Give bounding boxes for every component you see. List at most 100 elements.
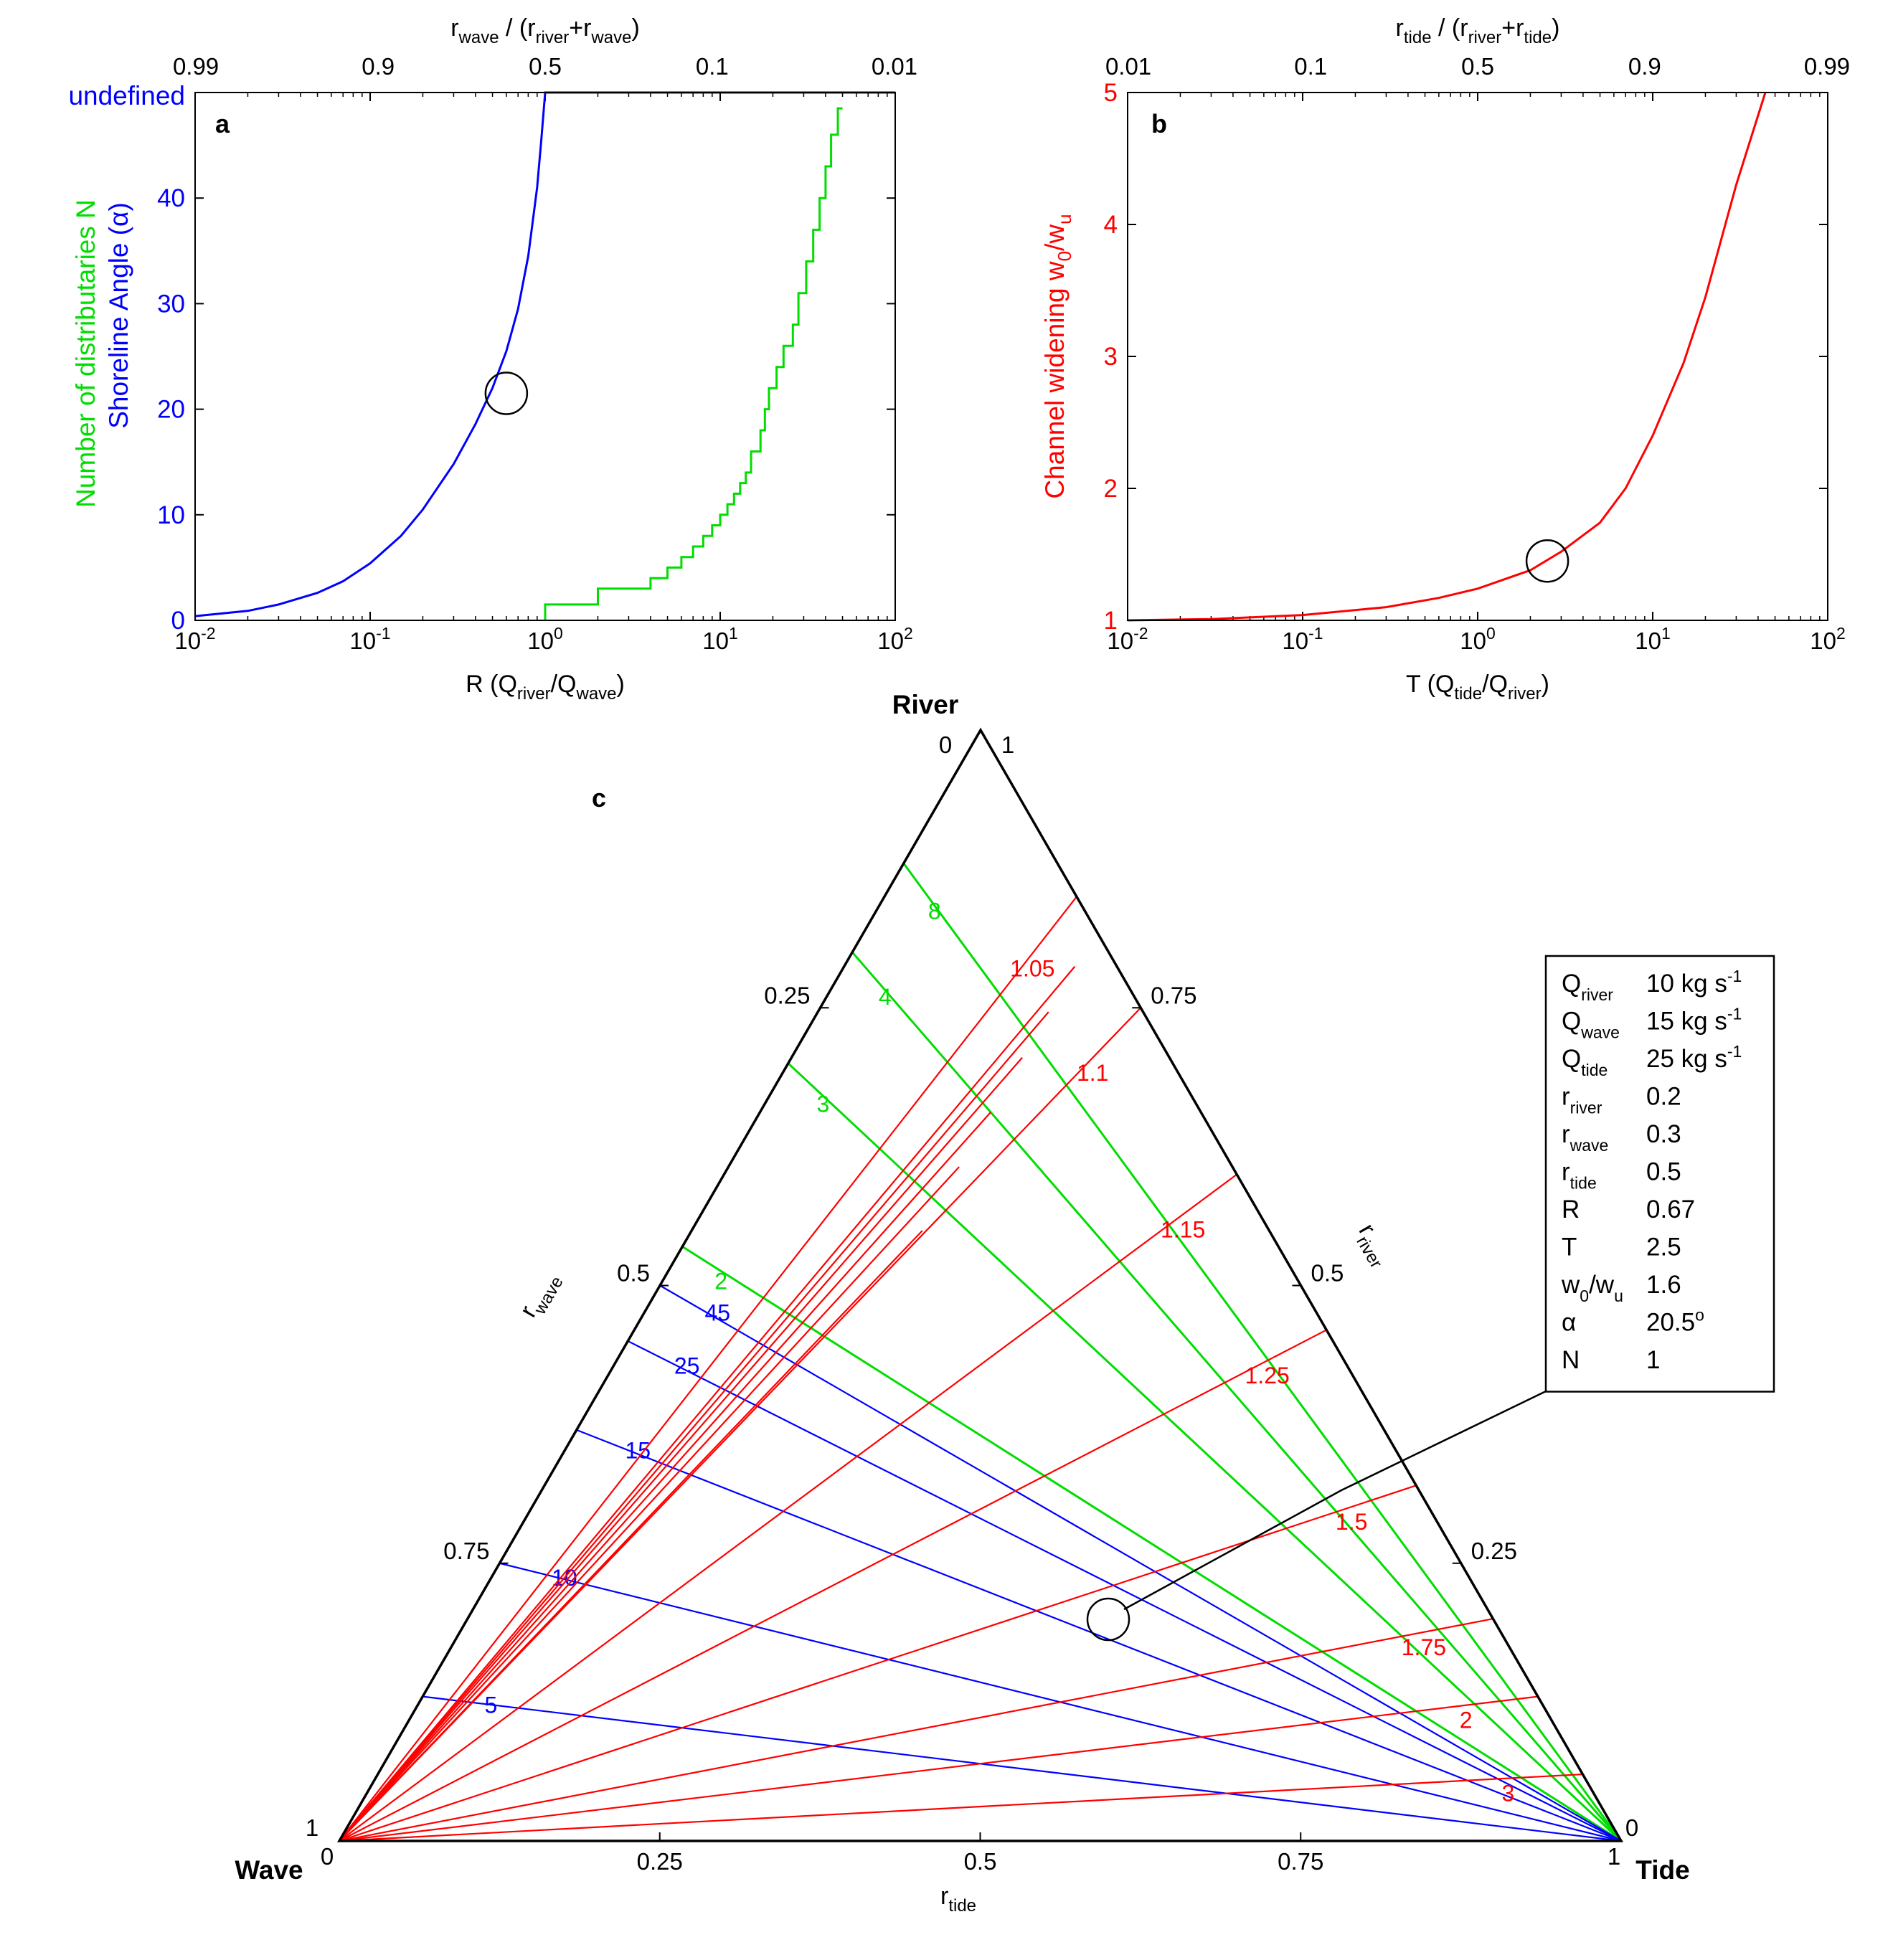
top-axis-tick-label: 0.01 — [1105, 53, 1151, 80]
river-axis-label: rriver — [1349, 1219, 1398, 1272]
info-table-box — [1544, 955, 1775, 1393]
green-contour-label: 3 — [817, 1092, 830, 1117]
x-tick-label: 100 — [527, 624, 563, 654]
red-fan-line — [339, 1166, 960, 1842]
green-contour-line — [851, 951, 1623, 1842]
red-contour-label: 1.75 — [1402, 1634, 1446, 1660]
top-axis-tick-label: 0.5 — [529, 53, 562, 80]
panel-b-series — [1127, 92, 1767, 622]
red-fan-line — [339, 965, 1076, 1842]
red-series-line — [1127, 92, 1767, 622]
top-axis-tick-label: 0.99 — [173, 53, 219, 80]
y-tick-label: 10 — [157, 501, 185, 529]
info-table-symbol: Qriver — [1562, 970, 1613, 1004]
info-table-value: 1.6 — [1646, 1271, 1681, 1299]
corner-river-label: River — [892, 690, 959, 719]
y-tick-label: 2 — [1104, 475, 1118, 503]
info-table-value: 20.5o — [1646, 1306, 1704, 1337]
panel-a-ylabel-green: Number of distributaries N — [71, 199, 100, 508]
panel-b-ylabel: Channel widening w0/wu — [1040, 214, 1075, 498]
blue-contour-line — [422, 1695, 1622, 1842]
top-axis-tick-label: 0.1 — [1294, 53, 1327, 80]
top-axis-tick-label: 0.1 — [696, 53, 729, 80]
panel-b-ticks: 10-2 10-1 100 101 102 0.99 0.9 0.5 0.1 0.01 1 2 3 4 5 — [1104, 53, 1851, 654]
red-contour-line — [339, 1329, 1327, 1842]
y-tick-label: 4 — [1104, 211, 1118, 239]
y-tick-label: 1 — [1104, 607, 1118, 635]
top-axis-tick-label: 0.5 — [1461, 53, 1494, 80]
info-table-value: 0.2 — [1646, 1083, 1681, 1111]
x-tick-label: 10-2 — [1107, 624, 1148, 654]
panel-a-undefined-label: undefined — [68, 81, 185, 110]
x-tick-label: 102 — [1810, 624, 1846, 654]
green-contour-line — [902, 862, 1623, 1842]
bottom-tick-label: 0.5 — [964, 1848, 997, 1875]
panel-b-frame — [1127, 92, 1828, 621]
panel-b: 10-2 10-1 100 101 1020.990.90.50.10.0112345 … — [1040, 14, 1850, 704]
panel-a-top-axis-label: rwave / (rriver+rwave) — [450, 14, 640, 47]
right-tick-label: 0.25 — [1471, 1538, 1517, 1564]
red-contour-label: 3 — [1502, 1781, 1515, 1807]
panel-a-xlabel: R (Qriver/Qwave) — [466, 671, 625, 704]
blue-contour-line — [659, 1284, 1622, 1842]
panel-a-ticks: 10-2 10-1 100 101 102 0.99 0.9 0.5 0.1 0.01 0 10 20 3… — [157, 53, 917, 654]
x-tick-label: 101 — [1635, 624, 1671, 654]
info-table-symbol: T — [1562, 1234, 1577, 1261]
marker-circle — [484, 371, 529, 415]
info-table-value: 1 — [1646, 1346, 1660, 1374]
panel-a: 10-2 10-1 100 101 102 0.99 0.9 0.5 0.1 0.01 0 10 20 3… — [68, 14, 917, 704]
info-table-symbol: rriver — [1562, 1083, 1602, 1117]
red-contour-label: 1.05 — [1010, 955, 1054, 981]
red-contour-line — [339, 1173, 1237, 1842]
y-tick-label: 3 — [1104, 343, 1118, 371]
x-tick-label: 100 — [1460, 624, 1496, 654]
green-contour-label: 8 — [928, 899, 941, 924]
panel-b-label: b — [1151, 109, 1167, 138]
panel-b-top-axis-label: rtide / (rriver+rtide) — [1396, 14, 1560, 47]
green-series-line — [544, 107, 843, 620]
info-table-symbol: α — [1562, 1309, 1576, 1337]
top-axis-tick-label: 0.01 — [872, 53, 917, 80]
panel-a-ylabel-blue: Shoreline Angle (α) — [104, 202, 133, 429]
green-contour-line — [681, 1246, 1622, 1842]
info-table-value: 25 kg s-1 — [1646, 1042, 1742, 1073]
x-tick-label: 10-2 — [174, 624, 215, 654]
top-axis-tick-label: 0.9 — [1628, 53, 1661, 80]
y-tick-label: 40 — [157, 184, 185, 212]
x-tick-label: 10-1 — [1282, 624, 1323, 654]
info-table-symbol: rtide — [1562, 1158, 1597, 1193]
info-table-symbol: rwave — [1562, 1120, 1608, 1155]
info-table-symbol: Qwave — [1562, 1008, 1620, 1042]
x-tick-label: 101 — [702, 624, 738, 654]
ternary-marker-circle — [1086, 1597, 1130, 1642]
info-table-value: 0.5 — [1646, 1158, 1681, 1186]
info-table-symbol: R — [1562, 1196, 1580, 1223]
blue-contour-label: 5 — [485, 1692, 498, 1718]
panel-c-ticks: 0.25 0.25 0.75 0.5 0.5 0.5 0.75 0.75 0.25 — [336, 727, 1624, 1875]
panel-b-xlabel: T (Qtide/Qriver) — [1406, 671, 1549, 704]
red-contour-label: 1.25 — [1245, 1363, 1290, 1388]
red-fan-line — [339, 1011, 1049, 1842]
leader-line — [1123, 1390, 1547, 1611]
bottom-tick-label: 0.25 — [637, 1848, 683, 1875]
right-tick-label: 0.75 — [1151, 982, 1196, 1008]
info-table-value: 10 kg s-1 — [1646, 967, 1742, 998]
blue-contour-line — [576, 1429, 1622, 1842]
panel-a-frame — [194, 92, 896, 621]
info-table-value: 0.67 — [1646, 1196, 1695, 1223]
wave-axis-label: rwave — [514, 1267, 567, 1325]
red-contour-line — [339, 896, 1077, 1842]
red-contour-label: 1.5 — [1336, 1509, 1367, 1535]
info-table-value: 0.3 — [1646, 1120, 1681, 1148]
x-tick-label: 10-1 — [349, 624, 390, 654]
info-table-value: 2.5 — [1646, 1234, 1681, 1261]
left-tick-label: 0.75 — [443, 1538, 489, 1564]
info-table-symbol: Qtide — [1562, 1045, 1608, 1079]
info-table-symbol: N — [1562, 1346, 1580, 1374]
marker-circle — [1525, 539, 1569, 583]
top-axis-tick-label: 0.9 — [362, 53, 395, 80]
left-tick-label: 0.5 — [617, 1260, 650, 1287]
left-tick-label: 0.25 — [764, 982, 810, 1008]
info-table-value: 15 kg s-1 — [1646, 1005, 1742, 1036]
